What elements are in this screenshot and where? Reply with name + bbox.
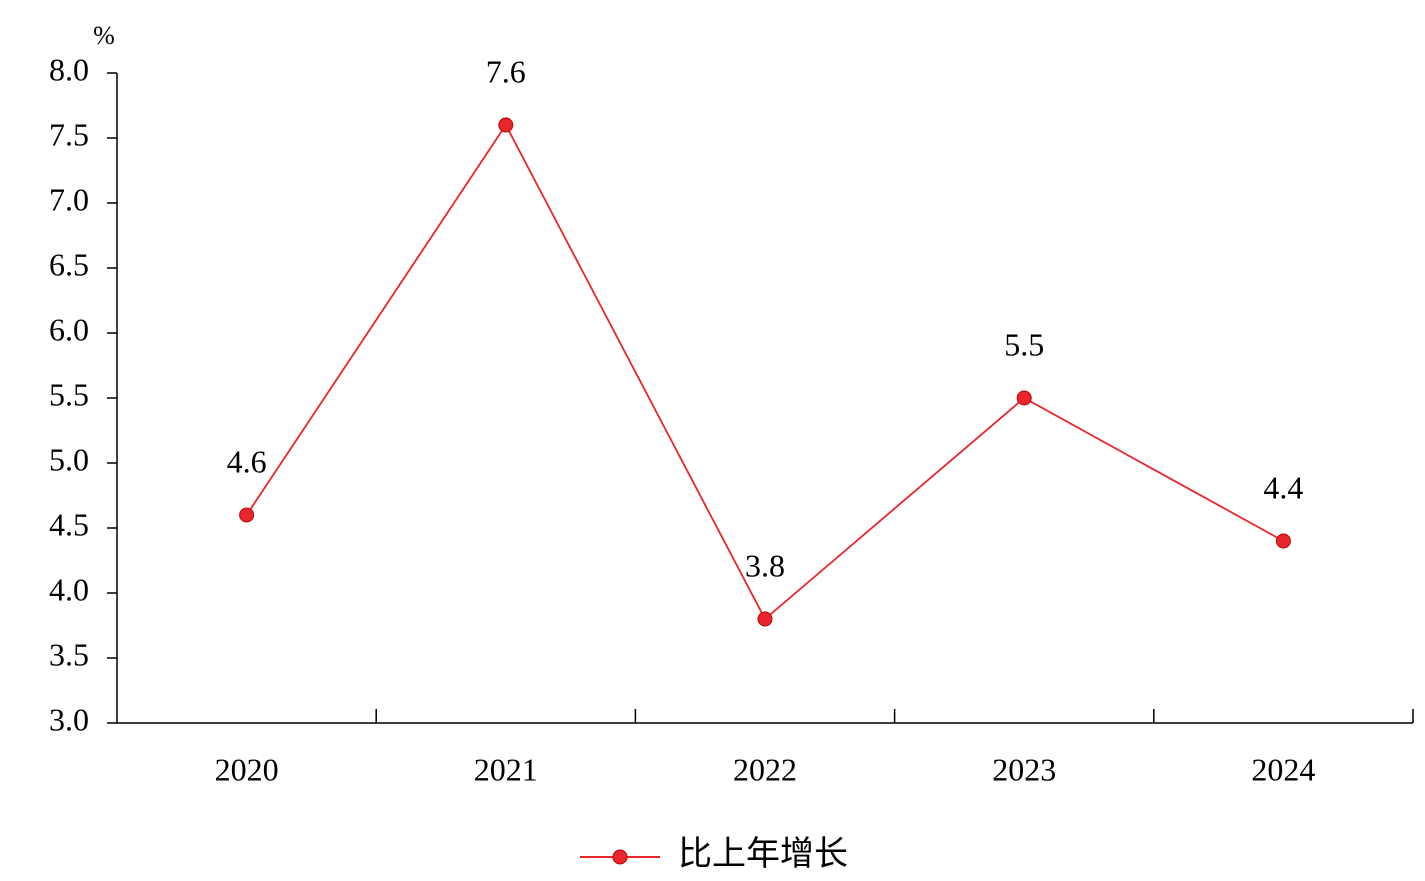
y-tick-label: 5.0 <box>49 441 89 477</box>
y-tick-label: 6.0 <box>49 311 89 347</box>
y-tick-label: 3.5 <box>49 636 89 672</box>
x-tick-label: 2023 <box>992 751 1056 787</box>
data-label: 3.8 <box>745 547 785 583</box>
y-axis-unit: % <box>93 21 115 50</box>
y-tick-label: 4.0 <box>49 571 89 607</box>
y-tick-label: 7.5 <box>49 116 89 152</box>
data-point <box>1275 533 1291 549</box>
data-label: 4.6 <box>227 443 267 479</box>
y-tick-label: 7.0 <box>49 181 89 217</box>
x-tick-label: 2020 <box>215 751 279 787</box>
y-tick-label: 3.0 <box>49 701 89 737</box>
y-tick-label: 6.5 <box>49 246 89 282</box>
y-tick-label: 5.5 <box>49 376 89 412</box>
data-point <box>498 117 514 133</box>
legend-marker <box>612 849 628 865</box>
legend-label: 比上年增长 <box>678 835 848 873</box>
data-label: 7.6 <box>486 53 526 89</box>
data-label: 5.5 <box>1004 326 1044 362</box>
x-tick-label: 2022 <box>733 751 797 787</box>
x-tick-label: 2024 <box>1251 751 1315 787</box>
y-tick-label: 8.0 <box>49 51 89 87</box>
x-tick-label: 2021 <box>474 751 538 787</box>
y-tick-label: 4.5 <box>49 506 89 542</box>
data-point <box>757 611 773 627</box>
series-line <box>245 123 1284 621</box>
data-point <box>239 507 255 523</box>
data-point <box>1016 390 1032 406</box>
data-label: 4.4 <box>1263 469 1303 505</box>
